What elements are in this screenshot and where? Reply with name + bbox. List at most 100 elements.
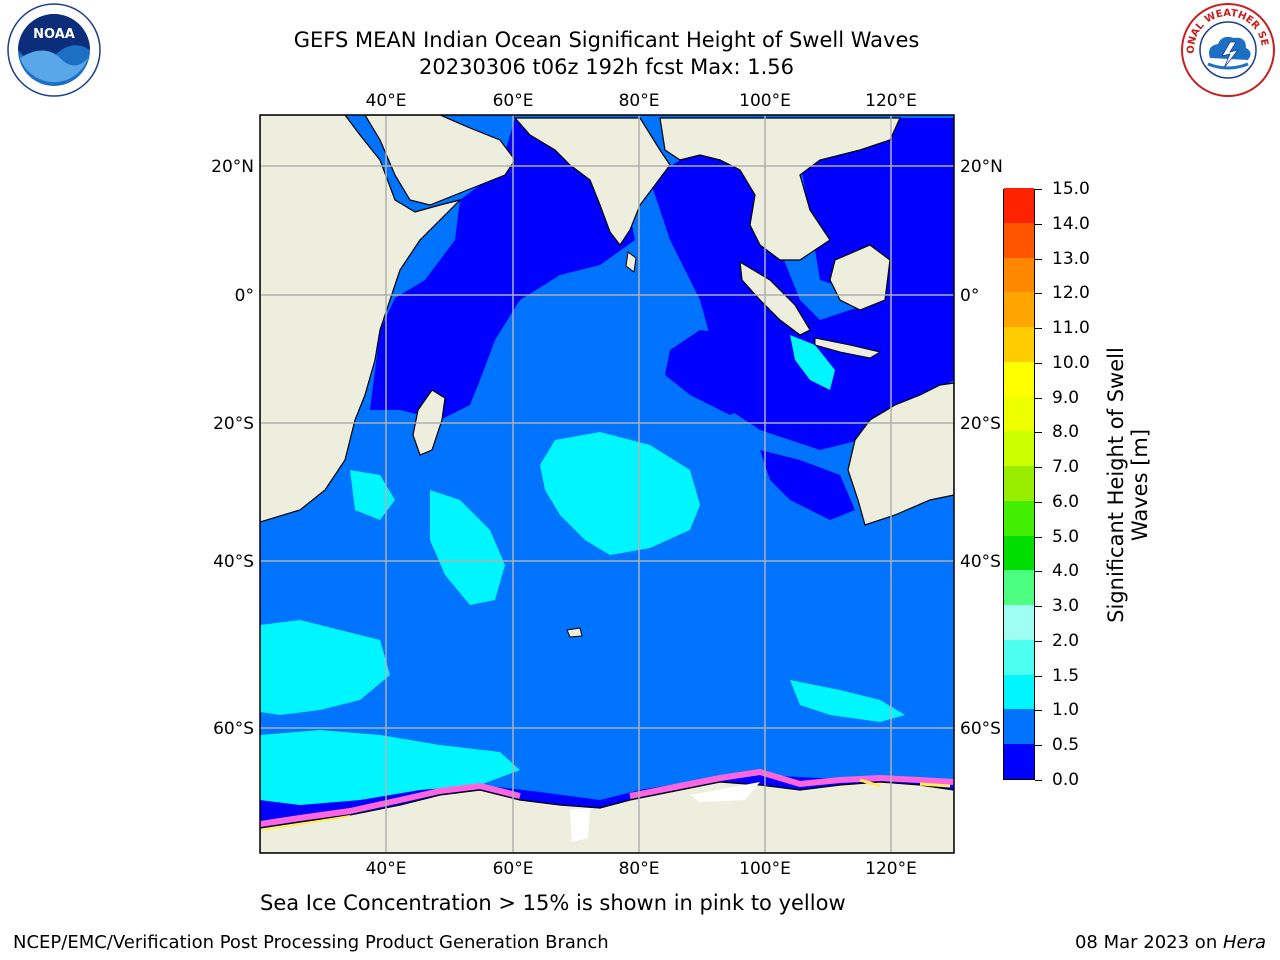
land-kerguelen [566,627,583,638]
colorbar-tick-label: 9.0 [1052,387,1080,408]
lon-tick-top: 120°E [865,91,917,111]
land-india [513,117,671,247]
lon-tick-bottom: 60°E [493,859,534,879]
lat-tick-right: 20°S [960,414,1001,434]
colorbar-segment [1004,187,1034,223]
colorbar-segment [1004,430,1034,467]
white-region-antarctic [570,782,760,842]
lat-tick-left: 60°S [213,719,254,739]
lon-tick-bottom: 40°E [366,859,407,879]
colorbar-segment [1004,465,1034,501]
sea-ice-band-west-yellow [261,815,351,831]
lat-tick-right: 20°N [960,157,1003,177]
low-swell-region-east [800,118,954,300]
colorbar-tick-label: 12.0 [1052,283,1090,304]
colorbar-tick [1035,710,1042,712]
colorbar-tick [1035,536,1042,538]
high-swell-patch-southwest [260,620,390,715]
lat-tick-right: 0° [960,286,979,306]
colorbar-tick [1035,675,1042,677]
high-swell-patch-southeast [790,680,905,722]
colorbar-segment [1004,222,1034,258]
footer-credit: NCEP/EMC/Verification Post Processing Pr… [13,932,609,953]
colorbar-segment [1004,257,1034,293]
lat-tick-right: 60°S [960,719,1001,739]
colorbar-segment [1004,674,1034,710]
colorbar-tick-label: 8.0 [1052,422,1080,443]
chart-subtitle: 20230306 t06z 192h fcst Max: 1.56 [419,55,794,79]
land-java [814,337,882,359]
high-swell-patch-east-indonesia [790,335,835,390]
lat-tick-left: 20°N [211,157,254,177]
colorbar-tick [1035,189,1042,190]
lon-tick-top: 100°E [739,91,791,111]
low-swell-region-west-australia [760,450,855,520]
colorbar-tick [1035,780,1042,781]
noaa-logo: NOAA [7,3,101,97]
colorbar-tick [1035,606,1042,608]
lon-tick-top: 80°E [619,91,660,111]
colorbar-tick-label: 6.0 [1052,491,1080,512]
colorbar-tick-label: 7.0 [1052,457,1080,478]
lat-tick-left: 40°S [213,552,254,572]
colorbar-segment [1004,500,1034,536]
high-swell-patch-west-small [350,470,395,520]
land-antarctica [260,781,954,853]
colorbar-tick [1035,432,1042,434]
land-sri-lanka [625,251,637,273]
colorbar-tick-label: 5.0 [1052,526,1080,547]
lon-tick-top: 40°E [366,91,407,111]
high-swell-patch-central [540,432,700,555]
colorbar-tick-label: 10.0 [1052,352,1090,373]
land-southeast-asia [659,117,901,261]
colorbar-tick-label: 14.0 [1052,213,1090,234]
land-africa [260,115,462,523]
sea-ice-band-west [260,782,521,827]
colorbar-tick-label: 1.0 [1052,700,1080,721]
lon-tick-top: 60°E [493,91,534,111]
colorbar-segment [1004,326,1034,362]
nws-logo: NATIONAL WEATHER SERVICE [1180,2,1275,97]
low-swell-region-central [665,330,770,415]
colorbar-tick-label: 11.0 [1052,318,1090,339]
colorbar-segment [1004,604,1034,640]
colorbar-tick [1035,745,1042,747]
colorbar-segment [1004,639,1034,675]
map-gridlines [260,115,954,853]
colorbar-tick-label: 3.0 [1052,596,1080,617]
colorbar-tick-label: 4.0 [1052,561,1080,582]
colorbar-segment [1004,535,1034,571]
colorbar-tick [1035,328,1042,330]
colorbar-tick-label: 15.0 [1052,179,1090,199]
land-arabia [364,115,516,206]
colorbar-tick-label: 0.0 [1052,770,1080,790]
colorbar-tick [1035,501,1042,503]
colorbar-tick-label: 1.5 [1052,665,1080,686]
colorbar-tick [1035,362,1042,364]
lat-tick-right: 40°S [960,552,1001,572]
sea-ice-band-east-yellow [859,778,951,788]
colorbar-tick [1035,571,1042,573]
lat-tick-left: 20°S [213,414,254,434]
colorbar-tick-label: 2.0 [1052,630,1080,651]
lon-tick-bottom: 80°E [619,859,660,879]
colorbar-segment [1004,361,1034,397]
land-borneo [829,244,891,311]
colorbar [1003,187,1035,780]
colorbar-segment [1004,569,1034,606]
colorbar-segment [1004,396,1034,432]
lat-tick-left: 0° [235,286,254,306]
colorbar-tick-label: 13.0 [1052,248,1090,269]
land-sumatra [739,260,811,336]
chart-title: GEFS MEAN Indian Ocean Significant Heigh… [293,28,920,52]
footer-machine: Hera [1222,932,1266,953]
colorbar-title-line1: Significant Height of Swell [1104,347,1128,623]
noaa-logo-text: NOAA [33,27,75,42]
colorbar-tick [1035,258,1042,260]
low-swell-region-north [370,118,635,420]
colorbar-tick [1035,640,1042,642]
colorbar-title-line2: Waves [m] [1128,428,1152,542]
colorbar-segment [1004,291,1034,328]
lon-tick-bottom: 100°E [739,859,791,879]
